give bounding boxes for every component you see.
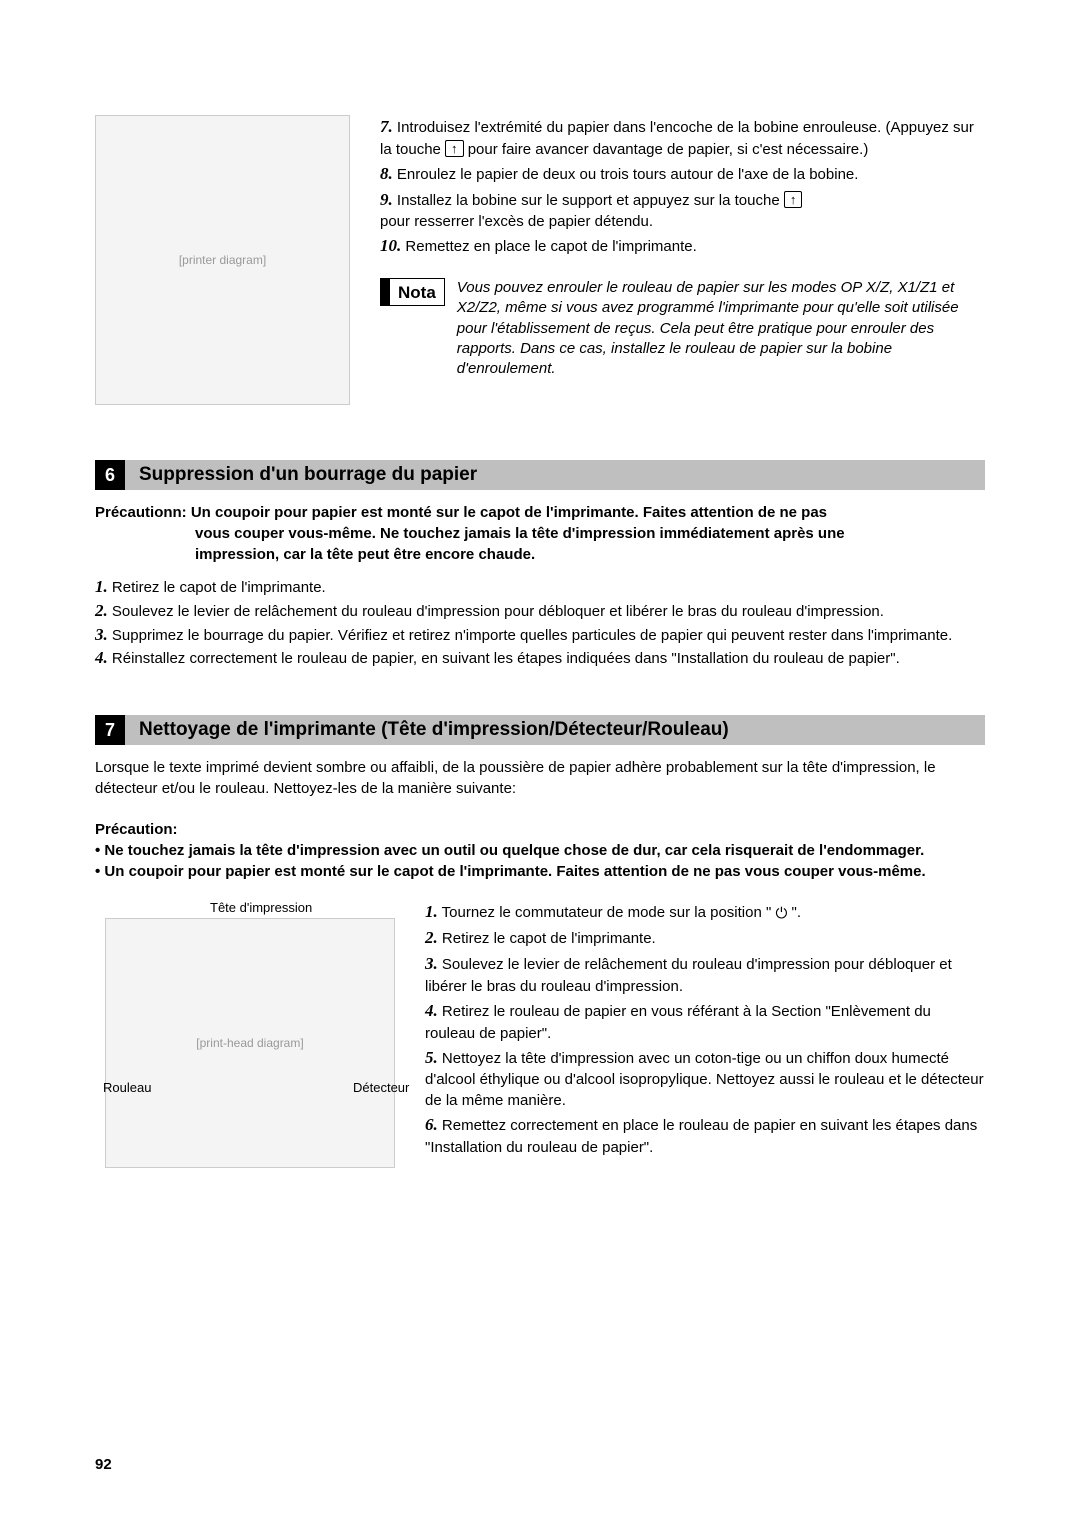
top-steps: 7. Introduisez l'extrémité du papier dan… (380, 115, 985, 405)
step-text: Supprimez le bourrage du papier. Vérifie… (112, 627, 952, 644)
caution-bullet: • Un coupoir pour papier est monté sur l… (95, 861, 985, 882)
step-text: ". (787, 904, 801, 921)
page-number: 92 (95, 1456, 112, 1473)
figure-label-right: Détecteur (353, 1080, 409, 1095)
steps-list: 1. Retirez le capot de l'imprimante. 2. … (95, 575, 985, 670)
step-3: 3. Supprimez le bourrage du papier. Véri… (95, 623, 985, 647)
step-4: 4. Retirez le rouleau de papier en vous … (425, 999, 985, 1044)
step-text: Soulevez le levier de relâchement du rou… (112, 603, 884, 620)
step-text: Enroulez le papier de deux ou trois tour… (397, 166, 859, 183)
caution-block: Précaution: • Ne touchez jamais la tête … (95, 819, 985, 882)
precaution-line: Précautionn: Un coupoir pour papier est … (95, 504, 827, 521)
up-key-icon: ↑ (445, 140, 464, 158)
step-1: 1. Tournez le commutateur de mode sur la… (425, 900, 985, 924)
step-9: 9. Installez la bobine sur le support et… (380, 188, 985, 233)
section-num: 7 (95, 715, 125, 745)
step-text: Retirez le capot de l'imprimante. (112, 579, 326, 596)
section-bar: 7 Nettoyage de l'imprimante (Tête d'impr… (95, 715, 985, 745)
step-10: 10. Remettez en place le capot de l'impr… (380, 234, 985, 258)
caution-bullet: • Ne touchez jamais la tête d'impression… (95, 840, 985, 861)
figure-printhead: [print-head diagram] (105, 918, 395, 1168)
step-text: Soulevez le levier de relâchement du rou… (425, 956, 952, 995)
step-2: 2. Retirez le capot de l'imprimante. (425, 926, 985, 950)
up-key-icon: ↑ (784, 191, 803, 209)
precaution-line: impression, car la tête peut être encore… (95, 544, 985, 565)
step-1: 1. Retirez le capot de l'imprimante. (95, 575, 985, 599)
nota-text: Vous pouvez enrouler le rouleau de papie… (457, 278, 985, 379)
step-text: Réinstallez correctement le rouleau de p… (112, 650, 900, 667)
precaution: Précautionn: Un coupoir pour papier est … (95, 502, 985, 565)
step-6: 6. Remettez correctement en place le rou… (425, 1113, 985, 1158)
section-bar: 6 Suppression d'un bourrage du papier (95, 460, 985, 490)
section-num: 6 (95, 460, 125, 490)
step-8: 8. Enroulez le papier de deux ou trois t… (380, 162, 985, 186)
power-icon: ⏻ (775, 903, 787, 924)
steps-list: 1. Tournez le commutateur de mode sur la… (425, 900, 985, 1168)
step-3: 3. Soulevez le levier de relâchement du … (425, 952, 985, 997)
step-text: Installez la bobine sur le support et ap… (397, 192, 784, 209)
step-text: Tournez le commutateur de mode sur la po… (442, 904, 776, 921)
nota-label: Nota (380, 278, 445, 306)
step-text: Retirez le rouleau de papier en vous réf… (425, 1003, 931, 1042)
figure-printhead-wrap: Tête d'impression [print-head diagram] R… (95, 900, 405, 1168)
intro-text: Lorsque le texte imprimé devient sombre … (95, 757, 985, 799)
top-block: [printer diagram] 7. Introduisez l'extré… (95, 115, 985, 405)
step-num: 9. (380, 190, 393, 209)
nota-block: Nota Vous pouvez enrouler le rouleau de … (380, 278, 985, 379)
precaution-line: vous couper vous-même. Ne touchez jamais… (95, 523, 985, 544)
step-text: Nettoyez la tête d'impression avec un co… (425, 1050, 984, 1110)
caution-head: Précaution: (95, 819, 985, 840)
step-num: 7. (380, 117, 393, 136)
section-title: Nettoyage de l'imprimante (Tête d'impres… (139, 719, 729, 741)
step-text: Remettez correctement en place le roulea… (425, 1117, 977, 1156)
figure-spool: [printer diagram] (95, 115, 350, 405)
figure-label-top: Tête d'impression (210, 900, 312, 915)
step-text: Remettez en place le capot de l'impriman… (405, 238, 696, 255)
step-4: 4. Réinstallez correctement le rouleau d… (95, 646, 985, 670)
step-text: Retirez le capot de l'imprimante. (442, 930, 656, 947)
step-5: 5. Nettoyez la tête d'impression avec un… (425, 1046, 985, 1112)
step-text: pour faire avancer davantage de papier, … (464, 141, 869, 158)
section-6: 6 Suppression d'un bourrage du papier Pr… (95, 460, 985, 670)
section-7: 7 Nettoyage de l'imprimante (Tête d'impr… (95, 715, 985, 1168)
step-num: 8. (380, 164, 393, 183)
step-2: 2. Soulevez le levier de relâchement du … (95, 599, 985, 623)
step-7: 7. Introduisez l'extrémité du papier dan… (380, 115, 985, 160)
section-7-body: Tête d'impression [print-head diagram] R… (95, 900, 985, 1168)
step-num: 10. (380, 236, 401, 255)
section-title: Suppression d'un bourrage du papier (139, 464, 477, 486)
figure-label-left: Rouleau (103, 1080, 151, 1095)
step-text: pour resserrer l'excès de papier détendu… (380, 213, 653, 230)
